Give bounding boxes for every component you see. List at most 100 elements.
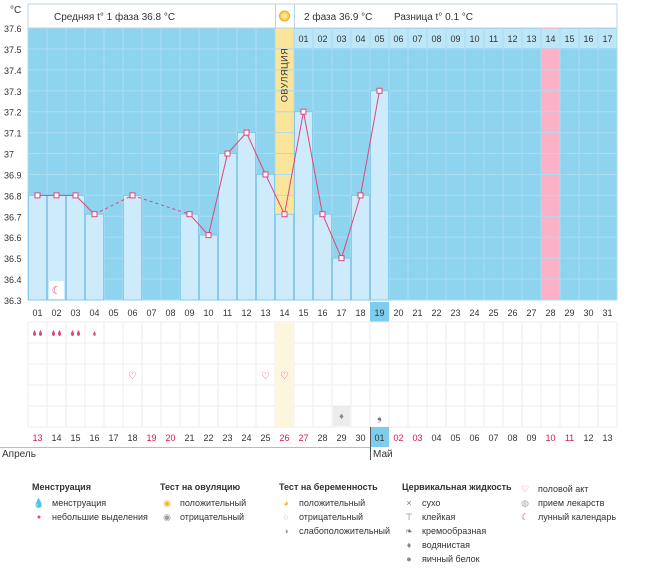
temp-line-segment — [322, 214, 342, 259]
y-tick-label: 37.1 — [4, 129, 22, 139]
date-label: 13 — [602, 433, 612, 443]
date-label: 17 — [108, 433, 118, 443]
top-day-label: 13 — [526, 34, 536, 44]
legend-sticky: клейкая — [422, 512, 456, 522]
date-label: 19 — [146, 433, 156, 443]
x-day-label: 06 — [127, 308, 137, 318]
temp-point — [262, 171, 269, 178]
month-april: Апрель — [2, 449, 36, 460]
spotting-icon — [93, 331, 96, 336]
temp-line-segment — [360, 90, 380, 196]
date-label: 04 — [431, 433, 441, 443]
temp-bar — [351, 194, 370, 301]
temp-point — [72, 192, 79, 199]
y-tick-label: 36.3 — [4, 296, 22, 306]
x-day-label: 08 — [165, 308, 175, 318]
temp-point — [129, 192, 136, 199]
temp-bar — [218, 153, 237, 301]
top-day-label: 05 — [374, 34, 384, 44]
x-day-label: 17 — [336, 308, 346, 318]
highlight-column — [541, 28, 560, 300]
y-tick-label: 37.2 — [4, 108, 22, 118]
selected-day-highlight — [370, 302, 389, 322]
pregnancy-negative-icon: ○ — [283, 512, 289, 522]
x-day-label: 12 — [241, 308, 251, 318]
temp-point — [91, 211, 98, 218]
menstruation-icon — [33, 330, 42, 336]
legend-menstruation: Менструация 💧 менструация ● небольшие выде… — [32, 482, 148, 524]
temp-bar — [123, 194, 142, 301]
date-label: 27 — [298, 433, 308, 443]
legend-cervical: Цервикальная жидкость × сухо ⊤ клейкая ❧ кр… — [402, 482, 512, 566]
intercourse-icon: ♡ — [128, 371, 137, 382]
sticky-icon: ⊤ — [405, 511, 413, 522]
temp-line-gap — [94, 194, 133, 215]
legend-menstruation-title: Менструация — [32, 482, 91, 492]
x-day-label: 07 — [146, 308, 156, 318]
top-label-band — [294, 29, 617, 48]
top-day-label: 02 — [317, 34, 327, 44]
temp-point — [281, 211, 288, 218]
temp-line-segment — [208, 153, 228, 236]
legend-pregnancy-test: Тест на беременность ◕ положительный ○ отр… — [279, 482, 390, 538]
x-day-label: 09 — [184, 308, 194, 318]
date-label: 06 — [469, 433, 479, 443]
y-tick-label: 37.3 — [4, 87, 22, 97]
ovulation-lower-band — [275, 322, 294, 427]
ovulation-positive-icon: ◉ — [163, 497, 171, 508]
y-tick-label: 37 — [4, 150, 14, 160]
date-label: 16 — [89, 433, 99, 443]
x-day-label: 10 — [203, 308, 213, 318]
date-label: 05 — [450, 433, 460, 443]
x-day-label: 31 — [602, 308, 612, 318]
x-day-label: 02 — [51, 308, 61, 318]
date-label: 28 — [317, 433, 327, 443]
x-day-label: 26 — [507, 308, 517, 318]
temp-bar — [370, 90, 389, 301]
legend-moon: лунный календарь — [538, 512, 617, 522]
x-day-label: 01 — [32, 308, 42, 318]
moon-cell — [49, 281, 64, 299]
temp-point — [319, 211, 326, 218]
y-tick-label: 36.9 — [4, 170, 22, 180]
x-day-label: 22 — [431, 308, 441, 318]
legend-ovulation-test: Тест на овуляцию ◉ положительный ◉ отрицат… — [160, 482, 246, 524]
temp-bar — [332, 257, 351, 301]
date-label: 20 — [165, 433, 175, 443]
top-day-label: 07 — [412, 34, 422, 44]
temp-line-segment — [189, 213, 209, 236]
date-label: 07 — [488, 433, 498, 443]
moon-icon: ☾ — [52, 285, 62, 297]
temp-line-segment — [246, 132, 266, 175]
ovulation-label: ОВУЛЯЦИЯ — [280, 48, 290, 102]
y-tick-label: 36.6 — [4, 233, 22, 243]
date-label: 10 — [545, 433, 555, 443]
creamy-icon: ❧ — [405, 525, 413, 536]
y-tick-label: 36.8 — [4, 191, 22, 201]
menstruation-icon — [52, 330, 61, 336]
x-day-label: 15 — [298, 308, 308, 318]
x-day-label: 16 — [317, 308, 327, 318]
legend-preg-positive: положительный — [299, 498, 366, 508]
month-may: Май — [373, 449, 393, 460]
x-day-label: 20 — [393, 308, 403, 318]
date-label: 15 — [70, 433, 80, 443]
legend-ovul-positive: положительный — [180, 498, 247, 508]
x-day-label: 13 — [260, 308, 270, 318]
temp-bar — [256, 174, 275, 301]
top-day-label: 11 — [489, 34, 498, 44]
x-day-label: 27 — [526, 308, 536, 318]
x-day-label: 29 — [564, 308, 574, 318]
temp-point — [53, 192, 60, 199]
pregnancy-weak-icon: ◑ — [283, 526, 289, 536]
watery-icon: ♦ — [406, 540, 412, 550]
date-label: 22 — [203, 433, 213, 443]
x-day-label: 30 — [583, 308, 593, 318]
y-tick-label: 37.5 — [4, 45, 22, 55]
phase2-avg: 2 фаза 36.9 °C — [304, 11, 372, 23]
x-day-label: 23 — [450, 308, 460, 318]
moon-icon: ☾ — [520, 511, 530, 522]
legend-preg-negative: отрицательный — [299, 512, 364, 522]
temp-bar — [28, 194, 47, 301]
